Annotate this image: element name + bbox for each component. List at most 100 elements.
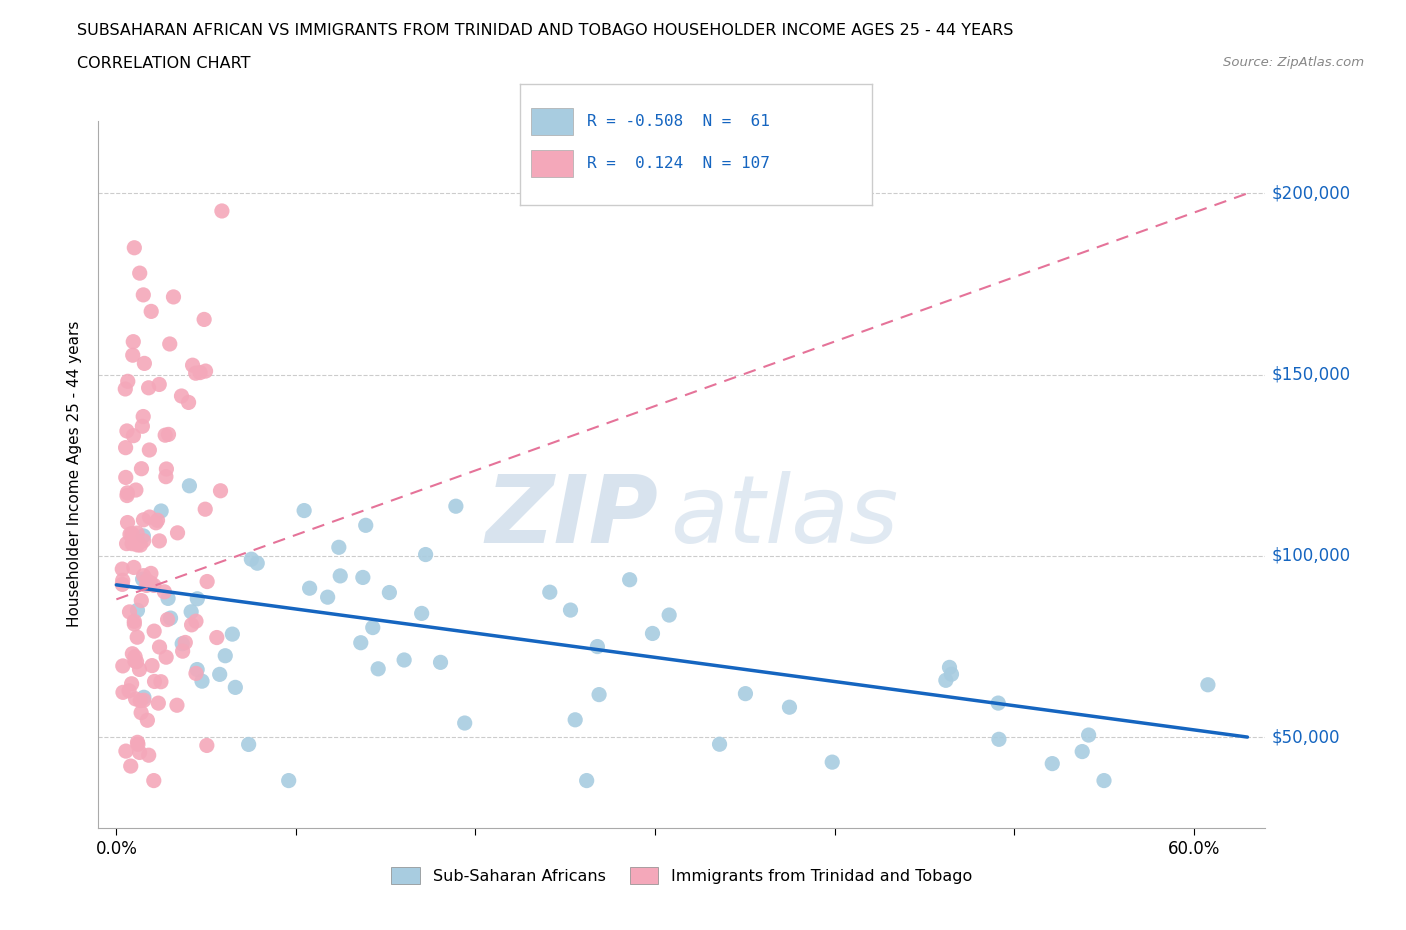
Point [148,377,170,392]
Point [709,737,731,751]
Point [214,648,236,663]
Point [129,705,152,720]
Point [122,334,145,349]
Point [128,745,150,760]
Point [138,380,160,395]
Point [142,578,165,592]
Point [166,698,188,712]
Text: R = -0.508  N =  61: R = -0.508 N = 61 [588,114,770,129]
Point [111,684,134,699]
Point [124,691,146,706]
Point [143,674,166,689]
Point [128,266,150,281]
Point [111,577,134,591]
Point [1040,756,1063,771]
Point [115,488,138,503]
Point [141,304,163,319]
Point [129,693,152,708]
Point [115,423,138,438]
Point [125,483,148,498]
Point [121,348,143,363]
Text: SUBSAHARAN AFRICAN VS IMMIGRANTS FROM TRINIDAD AND TOBAGO HOUSEHOLDER INCOME AGE: SUBSAHARAN AFRICAN VS IMMIGRANTS FROM TR… [77,23,1014,38]
Point [195,738,218,753]
Point [132,409,155,424]
Point [114,440,136,455]
Point [575,773,598,788]
Point [127,525,149,540]
Point [184,365,207,380]
Point [367,661,389,676]
Point [560,603,582,618]
Point [132,528,155,543]
Point [184,666,207,681]
Point [149,674,172,689]
Point [935,673,957,688]
Point [121,646,143,661]
Point [155,461,177,476]
Point [240,551,263,566]
Point [277,773,299,788]
Point [411,606,433,621]
Point [124,649,146,664]
Point [172,644,194,658]
Point [378,585,401,600]
Point [329,568,352,583]
Text: $150,000: $150,000 [1271,365,1350,383]
Point [172,636,194,651]
Point [120,759,142,774]
Point [292,503,315,518]
Point [209,484,232,498]
Point [153,428,176,443]
Point [148,696,170,711]
Point [127,603,149,618]
Point [224,680,246,695]
Point [938,660,960,675]
Point [131,418,153,433]
Bar [531,108,574,135]
Point [350,635,373,650]
Point [238,737,260,751]
Point [148,534,170,549]
Point [159,337,181,352]
Point [131,572,153,587]
Point [131,461,153,476]
Point [211,204,233,219]
Point [118,527,141,542]
Point [987,696,1010,711]
Point [415,547,437,562]
Point [392,653,415,668]
Point [194,364,217,379]
Bar [531,151,574,178]
Point [129,593,152,608]
Point [138,510,160,525]
Point [586,639,609,654]
Point [127,735,149,750]
Point [180,604,202,619]
Point [127,630,149,644]
Y-axis label: Householder Income Ages 25 - 44 years: Householder Income Ages 25 - 44 years [67,321,83,628]
Point [159,611,181,626]
Point [155,470,177,485]
Point [429,655,451,670]
Point [128,662,150,677]
Point [194,502,217,517]
Point [246,556,269,571]
Point [135,573,157,588]
Point [354,518,377,533]
Point [124,654,146,669]
Point [538,585,561,600]
Point [134,356,156,371]
Point [157,427,180,442]
Point [734,686,756,701]
Point [132,287,155,302]
Point [188,365,211,380]
Point [111,573,134,588]
Point [117,374,139,389]
Point [316,590,339,604]
Point [352,570,374,585]
Point [153,584,176,599]
Point [142,773,165,788]
Point [122,428,145,443]
Point [138,443,160,458]
Point [177,395,200,410]
